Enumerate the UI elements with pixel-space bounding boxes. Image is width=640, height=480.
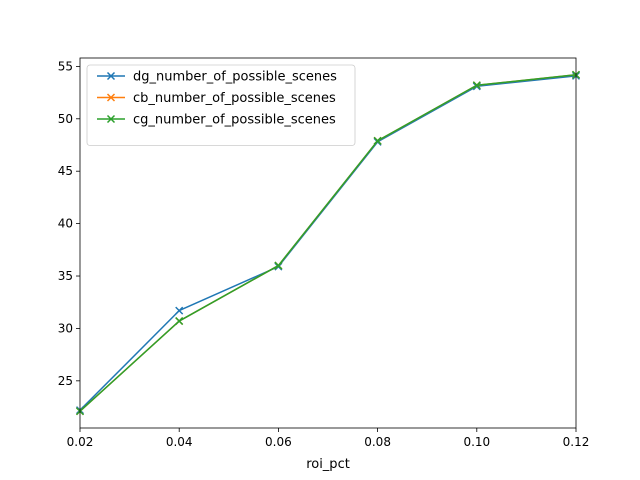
series-line — [79, 74, 577, 412]
x-tick-label: 0.10 — [463, 435, 490, 449]
y-tick-label: 40 — [58, 217, 73, 231]
data-point — [373, 136, 382, 145]
x-tick-label: 0.02 — [67, 435, 94, 449]
y-tick-label: 50 — [58, 112, 73, 126]
x-tick-label: 0.12 — [563, 435, 590, 449]
legend-label: dg_number_of_possible_scenes — [133, 70, 337, 85]
data-point — [472, 81, 481, 90]
axes-layer: 0.02 0.04 0.06 0.08 0.10 0.12 25 30 35 40 45 50 55 — [58, 57, 590, 449]
data-point — [274, 261, 283, 270]
legend-item: cb_number_of_possible_scenes — [97, 91, 336, 106]
legend-item: dg_number_of_possible_scenes — [97, 70, 337, 85]
x-tick-label: 0.04 — [166, 435, 193, 449]
legend-marker — [106, 114, 116, 124]
legend-label: cb_number_of_possible_scenes — [133, 91, 336, 106]
data-point — [175, 317, 184, 326]
legend-item: cg_number_of_possible_scenes — [97, 113, 336, 128]
x-axis-label: roi_pct — [306, 457, 350, 472]
legend-marker — [106, 93, 116, 102]
data-point — [175, 306, 184, 315]
x-tick-label: 0.06 — [265, 435, 292, 449]
x-tick-label: 0.08 — [364, 435, 391, 449]
axes-frame — [79, 57, 577, 429]
y-tick-label: 55 — [58, 59, 73, 73]
legend-box — [86, 64, 356, 146]
series-layer — [75, 70, 581, 416]
y-tick-label: 30 — [58, 321, 73, 335]
y-tick-label: 25 — [58, 374, 73, 388]
legend-marker — [106, 71, 116, 81]
legend: dg_number_of_possible_scenes cb_number_of… — [86, 64, 356, 146]
y-tick-label: 35 — [58, 269, 73, 283]
y-tick-label: 45 — [58, 164, 73, 178]
legend-label: cg_number_of_possible_scenes — [133, 113, 336, 128]
